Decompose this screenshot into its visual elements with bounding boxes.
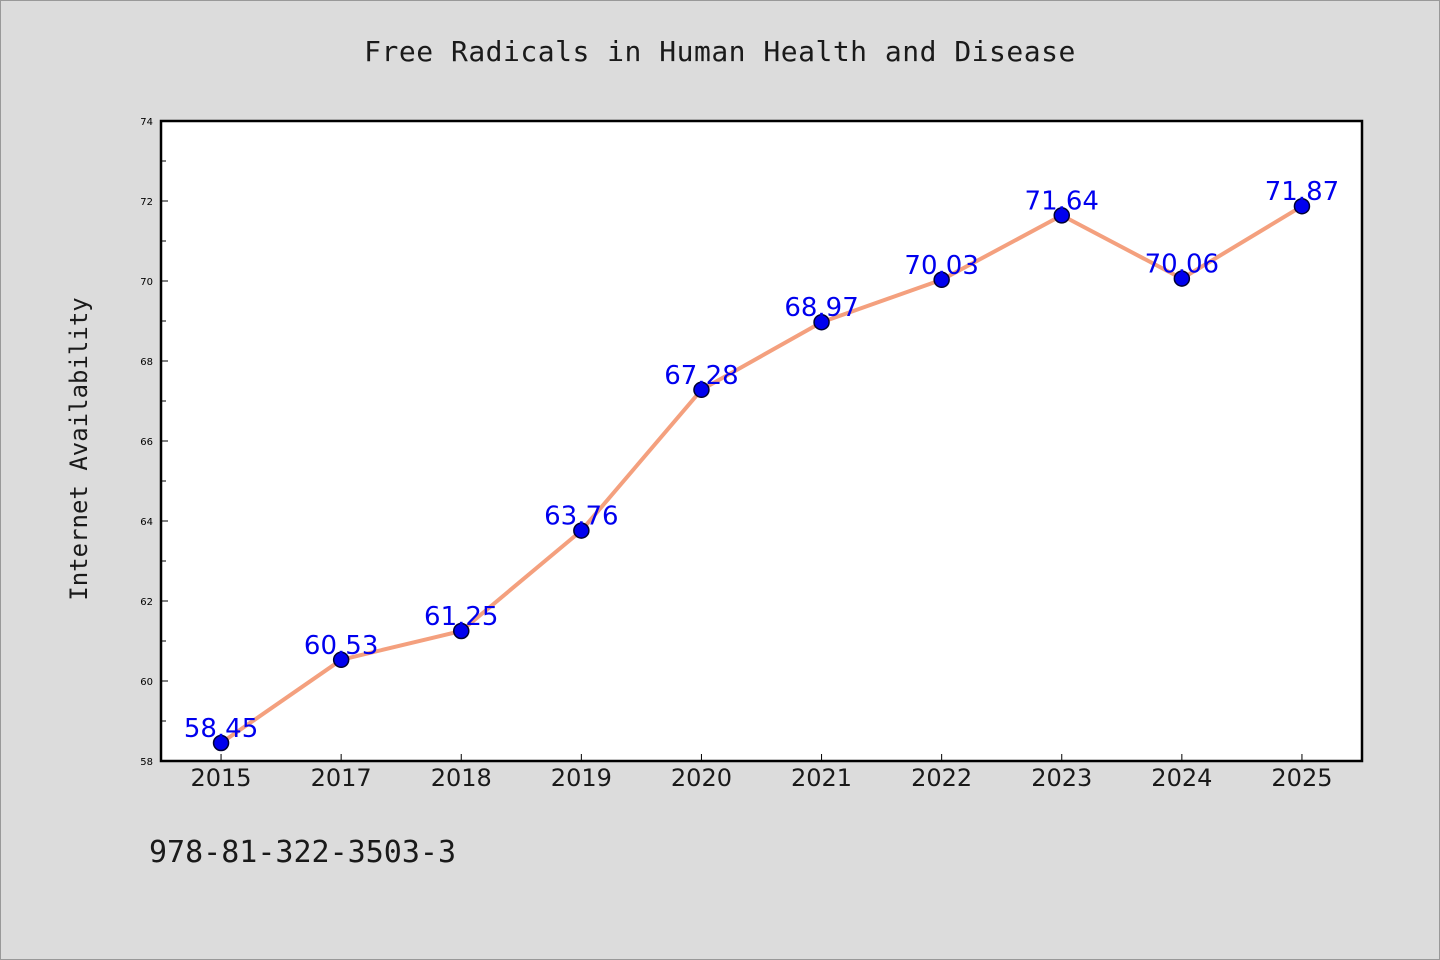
- data-point: [693, 381, 710, 399]
- y-tick-label: 60: [140, 677, 153, 688]
- x-tick-label: 2019: [551, 764, 612, 792]
- data-point: [813, 313, 830, 331]
- data-label: 58.45: [184, 714, 258, 744]
- x-tick-label: 2022: [911, 764, 972, 792]
- data-label: 60.53: [304, 631, 378, 661]
- x-tick-label: 2017: [311, 764, 372, 792]
- x-tick-label: 2015: [191, 764, 252, 792]
- plot-frame: [159, 119, 1364, 763]
- x-axis: 2015 2017 2018 2019 2020 2021 2022 2023 2024 2025: [191, 754, 1332, 792]
- data-label: 68.97: [784, 293, 858, 323]
- data-label: 70.06: [1145, 250, 1219, 280]
- x-tick-label: 2020: [671, 764, 732, 792]
- x-tick-label: 2023: [1031, 764, 1092, 792]
- data-label: 70.03: [904, 251, 978, 281]
- isbn-text: 978-81-322-3503-3: [149, 835, 457, 870]
- data-label: 67.28: [664, 361, 738, 391]
- x-tick-label: 2018: [431, 764, 492, 792]
- y-tick-label: 68: [140, 357, 153, 368]
- y-tick-label: 64: [140, 517, 153, 528]
- y-tick-label: 70: [140, 277, 153, 288]
- data-point: [453, 622, 470, 640]
- data-point: [332, 651, 350, 669]
- y-tick-label: 66: [140, 437, 153, 448]
- data-point: [933, 271, 950, 289]
- y-tick-label: 62: [140, 597, 153, 608]
- y-tick-label: 58: [140, 757, 153, 768]
- data-point: [1173, 270, 1191, 287]
- data-label: 61.25: [424, 602, 498, 632]
- chart-title: Free Radicals in Human Health and Diseas…: [364, 35, 1076, 68]
- x-tick-label: 2021: [791, 764, 852, 792]
- data-label: 71.64: [1025, 186, 1099, 216]
- data-point: [212, 734, 230, 752]
- data-label: 71.87: [1265, 177, 1339, 207]
- series-markers: [212, 197, 1311, 752]
- data-point: [1293, 197, 1311, 215]
- y-tick-label: 72: [140, 197, 153, 208]
- data-labels: 58.45 60.53 61.25 63.76 67.28 68.97 70.03 71.64…: [184, 177, 1339, 744]
- data-point: [573, 522, 590, 539]
- data-label: 63.76: [544, 502, 618, 532]
- data-point: [1053, 207, 1070, 224]
- series-line: [219, 204, 1304, 745]
- y-axis: 58 60 62 64 66 68 70 72 74: [140, 117, 168, 768]
- y-tick-label: 74: [140, 117, 153, 128]
- x-tick-label: 2024: [1151, 764, 1212, 792]
- x-tick-label: 2025: [1271, 764, 1332, 792]
